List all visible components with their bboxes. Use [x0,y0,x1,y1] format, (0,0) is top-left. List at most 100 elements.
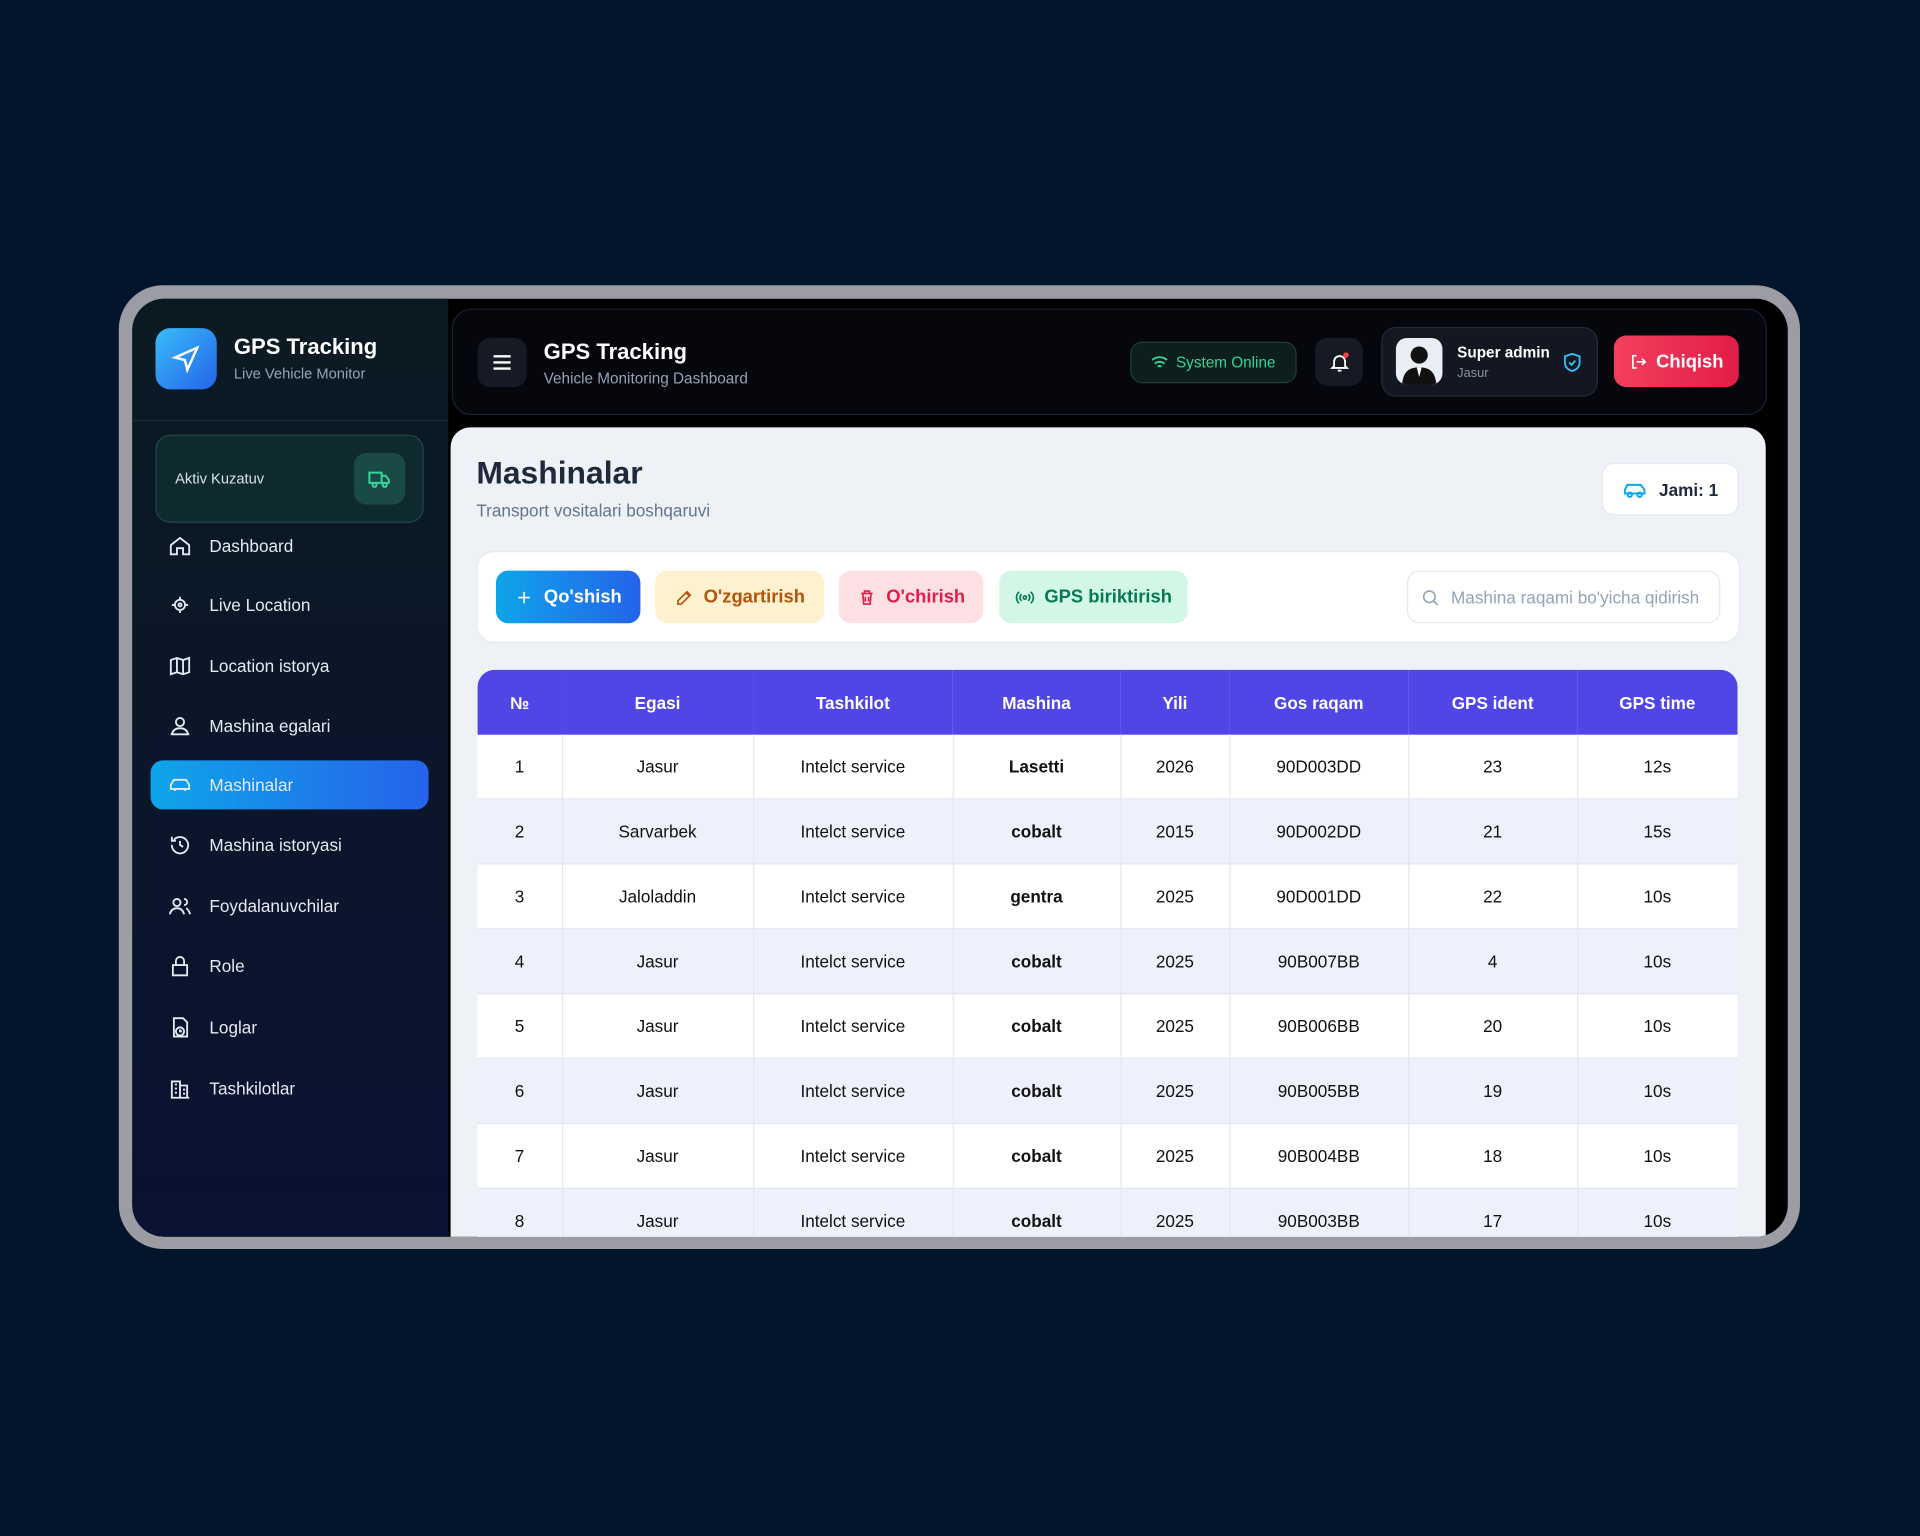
table-cell: Sarvarbek [562,798,754,865]
table-cell: Jaloladdin [562,863,754,930]
table-cell: cobalt [952,993,1122,1060]
icon-path [170,1080,190,1099]
table-body: 1 Jasur Intelct service Lasetti 2026 90D003DD… [477,734,1738,1237]
search-input[interactable]: Mashina raqami bo'yicha qidirish [1406,570,1721,624]
table-cell: 10s [1577,863,1738,930]
notification-button[interactable] [1315,337,1363,386]
nav-label: Tashkilotlar [209,1078,296,1099]
vehicles-table: № Egasi Tashkilot Mashina Yili Gos raqam GPS i… [477,669,1738,1237]
table-cell: Intelct service [753,1058,954,1125]
nav-item[interactable]: Location istorya [151,642,429,691]
table-cell: cobalt [952,1123,1122,1189]
table-cell: 23 [1408,734,1578,800]
table-cell: Intelct service [753,1188,954,1237]
table-header: № Egasi Tashkilot Mashina Yili Gos raqam GPS i… [477,669,1738,735]
table-cell: 2025 [1120,1058,1231,1125]
toolbar-button[interactable]: Qo'shish [495,570,641,624]
table-row: 8 Jasur Intelct service cobalt 2025 90B003BB 1… [477,1188,1738,1237]
nav-item[interactable]: Loglar [151,1003,429,1052]
table-cell: 10s [1577,1188,1738,1237]
nav-item[interactable]: Mashinalar [150,760,429,810]
table-row: 2 Sarvarbek Intelct service cobalt 2015 90D00… [477,798,1738,865]
table-cell: Lasetti [952,734,1122,800]
table-row: 5 Jasur Intelct service cobalt 2025 90B006BB 2… [477,993,1738,1060]
nav-item[interactable]: Mashina istoryasi [151,820,429,869]
icon-path [676,590,691,605]
icon-path [169,656,191,676]
button-icon [676,590,691,605]
menu-button[interactable] [477,337,527,387]
system-status: System Online [1130,341,1297,384]
table-cell: 19 [1408,1058,1578,1125]
toolbar-button[interactable]: O'chirish [838,570,984,624]
nav-label: Foydalanuvchilar [209,896,339,916]
table-cell: 10s [1577,993,1738,1060]
nav-item[interactable]: Mashina egalari [151,702,429,751]
table-cell: Intelct service [753,863,954,930]
table-cell: 1 [477,734,563,800]
table-cell: cobalt [952,798,1122,865]
table-cell: Jasur [562,993,754,1060]
icon-path [172,1017,189,1038]
nav-icon [172,1017,189,1038]
logout-text: Chiqish [1656,350,1724,372]
table-cell: 3 [477,863,563,930]
nav-icon [171,956,189,977]
column-header: Tashkilot [753,669,953,735]
table-cell: 10s [1577,1123,1738,1189]
table-cell: 90B003BB [1229,1188,1409,1237]
header-subtitle: Vehicle Monitoring Dashboard [543,369,748,387]
table-cell: 2025 [1120,1188,1231,1237]
nav-label: Dashboard [209,536,294,556]
nav-item[interactable]: Dashboard [151,522,429,571]
user-card[interactable]: Super admin Jasur [1381,326,1598,397]
table-cell: 90D002DD [1229,798,1409,865]
button-label: GPS biriktirish [1044,586,1172,608]
table-cell: Intelct service [753,734,954,800]
nav-item[interactable]: Role [151,942,429,991]
nav-item[interactable]: Live Location [151,580,429,629]
button-label: Qo'shish [543,586,622,608]
table-cell: Jasur [562,1188,754,1237]
brand-title: GPS Tracking [233,334,378,359]
nav-item[interactable]: Foydalanuvchilar [151,882,429,931]
table-cell: 4 [1408,928,1578,995]
icon-path [518,591,531,603]
table-cell: 90B006BB [1229,993,1409,1060]
table-cell: gentra [952,863,1122,930]
table-cell: 90B004BB [1229,1123,1409,1189]
avatar [1395,337,1443,385]
divider [132,420,449,422]
page-subtitle: Transport vositalari boshqaruvi [476,500,711,521]
brand-subtitle: Live Vehicle Monitor [233,364,366,383]
toolbar-button[interactable]: O'zgartirish [655,570,825,624]
header: GPS Tracking Vehicle Monitoring Dashboar… [451,308,1767,416]
table-cell: 90D001DD [1229,863,1409,930]
button-icon [1015,590,1035,604]
icon-path [171,596,189,614]
table-cell: cobalt [952,1188,1122,1237]
icon-path [170,836,190,855]
icon-path [169,778,191,792]
table-cell: 5 [477,993,563,1060]
table-cell: 10s [1577,928,1738,995]
logout-button[interactable]: Chiqish [1613,335,1739,387]
nav-icon [170,1080,190,1099]
table-row: 1 Jasur Intelct service Lasetti 2026 90D003DD… [477,734,1738,800]
table-cell: Jasur [562,734,754,800]
table-cell: 20 [1408,993,1578,1060]
table-cell: 2025 [1120,928,1231,995]
nav-item[interactable]: Tashkilotlar [151,1064,429,1113]
content: Mashinalar Transport vositalari boshqaru… [450,427,1766,1237]
table-cell: cobalt [952,928,1122,995]
page-title: Mashinalar [476,454,643,492]
icon-path [170,717,190,736]
column-header: Gos raqam [1229,669,1409,735]
nav-label: Mashinalar [209,775,294,795]
table-cell: Intelct service [753,928,954,995]
table-cell: 18 [1408,1123,1578,1189]
toolbar-button[interactable]: GPS biriktirish [999,570,1188,624]
column-header: Yili [1120,669,1230,735]
